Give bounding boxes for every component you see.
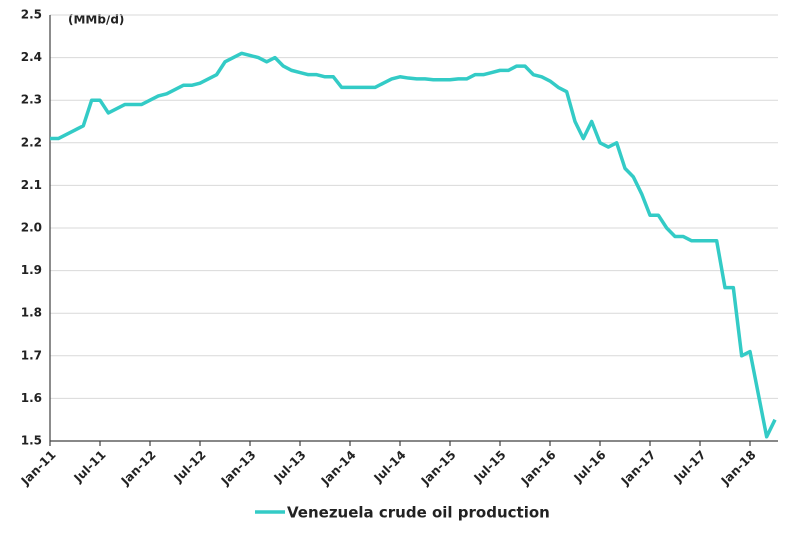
x-tick-label: Jan-13: [218, 448, 259, 489]
y-tick-label: 2.4: [21, 50, 42, 64]
y-tick-label: 2.3: [21, 93, 42, 107]
y-tick-label: 1.9: [21, 263, 42, 277]
y-tick-label: 2.5: [21, 8, 42, 22]
x-tick-label: Jan-12: [118, 448, 159, 489]
y-tick-label: 1.5: [21, 434, 42, 448]
x-tick-label: Jul-14: [371, 448, 409, 486]
x-tick-label: Jul-12: [171, 448, 209, 486]
y-tick-label: 1.8: [21, 306, 42, 320]
x-tick-label: Jan-15: [418, 448, 459, 489]
x-tick-label: Jan-18: [718, 448, 759, 489]
y-tick-label: 1.7: [21, 348, 42, 362]
y-tick-label: 1.6: [21, 391, 42, 405]
x-tick-label: Jan-16: [518, 448, 559, 489]
y-tick-label: 2.0: [21, 221, 42, 235]
x-tick-label: Jul-17: [671, 448, 709, 486]
unit-annotation: (MMb/d): [68, 13, 124, 27]
x-tick-label: Jul-16: [571, 448, 609, 486]
x-tick-label: Jan-14: [318, 448, 359, 489]
x-tick-label: Jan-17: [618, 448, 659, 489]
data-line: [50, 51, 777, 439]
x-tick-label: Jan-11: [18, 448, 59, 489]
x-tick-label: Jul-11: [71, 448, 109, 486]
y-tick-label: 2.2: [21, 135, 42, 149]
x-tick-label: Jul-15: [471, 448, 509, 486]
y-tick-label: 2.1: [21, 178, 42, 192]
x-tick-label: Jul-13: [271, 448, 309, 486]
legend-label: Venezuela crude oil production: [287, 504, 550, 522]
